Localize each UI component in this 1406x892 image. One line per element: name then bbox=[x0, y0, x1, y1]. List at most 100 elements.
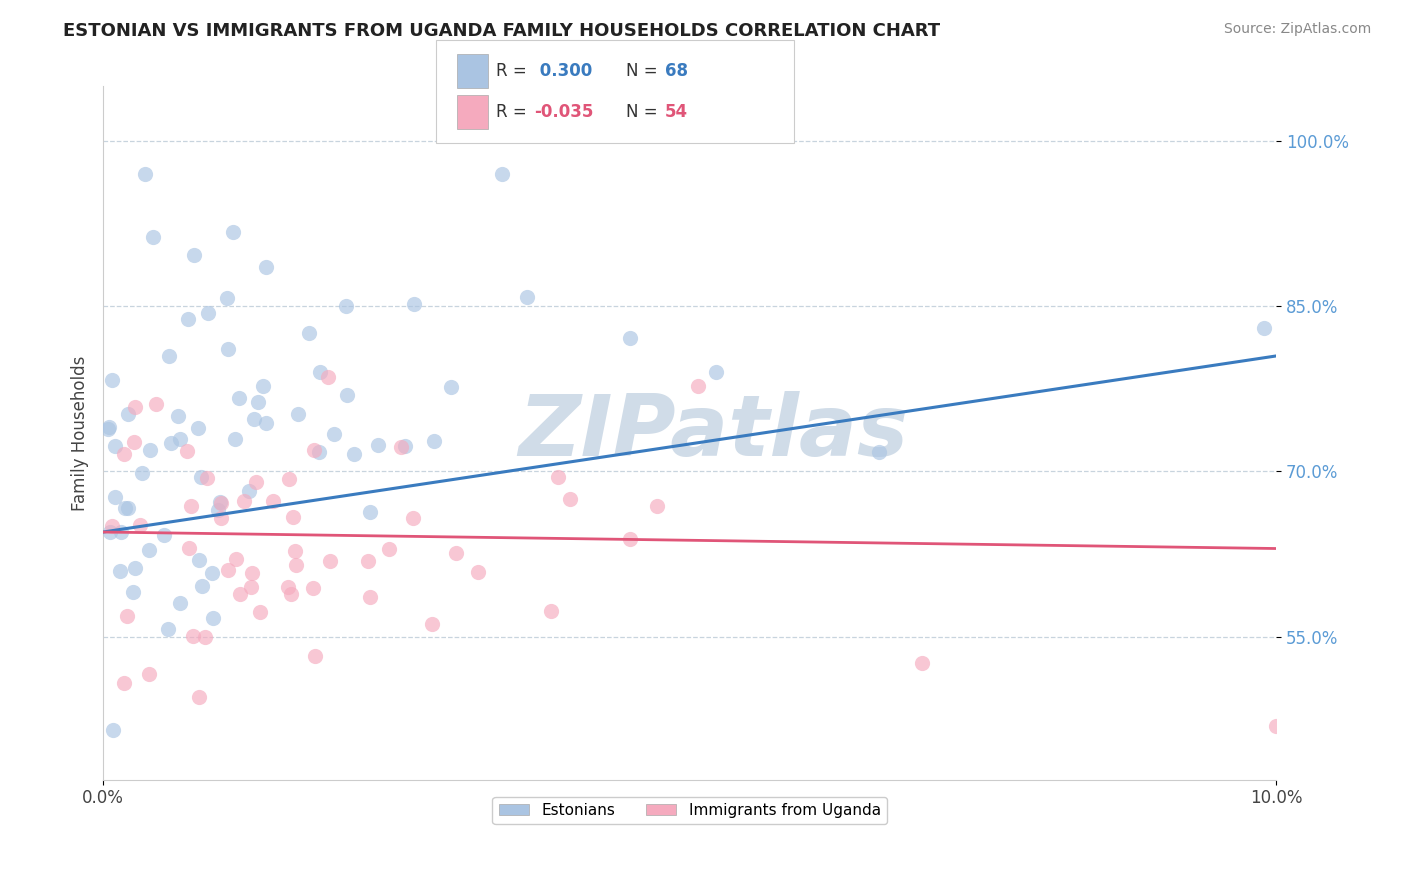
Text: 54: 54 bbox=[665, 103, 688, 121]
Point bbox=[197, 305, 219, 319]
Point bbox=[309, 365, 332, 379]
Point bbox=[645, 500, 668, 514]
Point bbox=[336, 388, 359, 402]
Text: R =: R = bbox=[496, 62, 533, 79]
Point bbox=[389, 440, 412, 454]
Point bbox=[686, 379, 709, 393]
Point bbox=[304, 649, 326, 664]
Point bbox=[187, 421, 209, 435]
Point bbox=[404, 297, 426, 311]
Point bbox=[240, 581, 263, 595]
Point bbox=[284, 558, 307, 573]
Text: N =: N = bbox=[626, 62, 662, 79]
Point bbox=[335, 299, 357, 313]
Point bbox=[139, 442, 162, 457]
Point bbox=[254, 260, 277, 274]
Text: R =: R = bbox=[496, 103, 533, 121]
Point bbox=[1253, 320, 1275, 334]
Point bbox=[160, 436, 183, 450]
Point bbox=[249, 605, 271, 619]
Point bbox=[195, 471, 218, 485]
Point bbox=[225, 551, 247, 566]
Point bbox=[122, 584, 145, 599]
Point bbox=[247, 395, 270, 409]
Point bbox=[169, 596, 191, 610]
Point bbox=[176, 312, 198, 326]
Point bbox=[207, 503, 229, 517]
Point bbox=[280, 587, 302, 601]
Point bbox=[101, 519, 124, 533]
Point bbox=[112, 447, 135, 461]
Point bbox=[287, 407, 309, 421]
Point bbox=[281, 509, 304, 524]
Text: Source: ZipAtlas.com: Source: ZipAtlas.com bbox=[1223, 22, 1371, 37]
Point bbox=[112, 675, 135, 690]
Point bbox=[104, 490, 127, 504]
Text: 0.300: 0.300 bbox=[534, 62, 592, 79]
Point bbox=[491, 168, 513, 182]
Point bbox=[201, 566, 224, 580]
Point bbox=[142, 229, 165, 244]
Point bbox=[357, 554, 380, 568]
Point bbox=[100, 373, 122, 387]
Point bbox=[138, 667, 160, 681]
Point bbox=[124, 400, 146, 414]
Point bbox=[233, 494, 256, 508]
Point bbox=[319, 554, 342, 568]
Point bbox=[444, 546, 467, 560]
Point bbox=[187, 552, 209, 566]
Point bbox=[1265, 719, 1288, 733]
Point bbox=[131, 466, 153, 480]
Point bbox=[254, 416, 277, 430]
Point bbox=[704, 365, 727, 379]
Point bbox=[284, 543, 307, 558]
Point bbox=[110, 565, 132, 579]
Y-axis label: Family Households: Family Households bbox=[72, 355, 89, 511]
Point bbox=[298, 326, 321, 340]
Point bbox=[180, 499, 202, 513]
Point bbox=[145, 396, 167, 410]
Legend: Estonians, Immigrants from Uganda: Estonians, Immigrants from Uganda bbox=[492, 797, 887, 824]
Point bbox=[209, 495, 232, 509]
Point bbox=[138, 543, 160, 558]
Point bbox=[157, 349, 180, 363]
Point bbox=[423, 434, 446, 449]
Point bbox=[117, 407, 139, 421]
Text: ZIPatlas: ZIPatlas bbox=[517, 392, 908, 475]
Point bbox=[114, 501, 136, 516]
Point bbox=[547, 470, 569, 484]
Point bbox=[98, 525, 121, 540]
Point bbox=[467, 565, 489, 579]
Point bbox=[169, 433, 191, 447]
Point bbox=[98, 420, 121, 434]
Point bbox=[222, 225, 245, 239]
Point bbox=[367, 437, 389, 451]
Point bbox=[420, 617, 443, 632]
Point bbox=[167, 409, 190, 423]
Point bbox=[540, 604, 562, 618]
Point bbox=[209, 510, 232, 524]
Point bbox=[153, 528, 176, 542]
Point bbox=[156, 622, 179, 636]
Point bbox=[209, 495, 232, 509]
Point bbox=[262, 493, 284, 508]
Point bbox=[301, 581, 323, 595]
Point bbox=[183, 629, 205, 643]
Point bbox=[911, 657, 934, 671]
Point bbox=[516, 290, 538, 304]
Point bbox=[619, 532, 641, 546]
Point bbox=[103, 723, 125, 737]
Text: N =: N = bbox=[626, 103, 662, 121]
Point bbox=[122, 435, 145, 450]
Point bbox=[228, 391, 250, 405]
Point bbox=[177, 541, 200, 555]
Point bbox=[278, 472, 301, 486]
Point bbox=[97, 422, 120, 436]
Point bbox=[252, 379, 274, 393]
Point bbox=[245, 475, 267, 489]
Point bbox=[104, 439, 127, 453]
Point bbox=[187, 690, 209, 705]
Point bbox=[343, 446, 366, 460]
Point bbox=[217, 563, 239, 577]
Point bbox=[215, 291, 238, 305]
